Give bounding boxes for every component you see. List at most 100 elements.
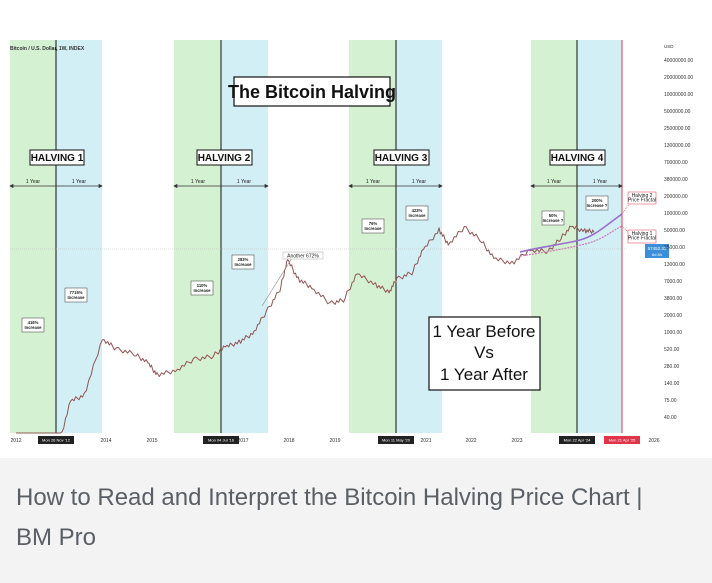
y-tick-label: 50000.00 <box>664 228 685 234</box>
x-marker-label: Mon 21 Apr '25 <box>609 438 637 443</box>
y-axis-unit: USD <box>664 44 674 49</box>
x-marker-label: Mon 26 Nov '12 <box>42 438 71 443</box>
y-tick-label: 3800.00 <box>664 296 682 302</box>
halving-3-label-group: HALVING 3 <box>373 149 430 166</box>
increase-callout: 283% Increase <box>231 254 255 270</box>
svg-text:416%Increase: 416% Increase <box>25 320 43 330</box>
x-tick-label: 2019 <box>329 438 340 444</box>
halving-1-before-band <box>10 40 56 433</box>
y-tick-label: 7000.00 <box>664 279 682 285</box>
y-tick-label: 13000.00 <box>664 262 685 268</box>
x-axis-halving-markers: Mon 26 Nov '12 Mon 04 Jul '16 Mon 11 May '… <box>38 436 640 444</box>
halving-2-label: HALVING 2 <box>198 153 251 164</box>
x-marker-label: Mon 04 Jul '16 <box>208 438 235 443</box>
x-axis-ticks: 2012 2014 2015 2017 2018 2019 2021 2022 2023 2026 <box>10 438 659 444</box>
comparison-line-3: 1 Year After <box>440 365 528 384</box>
h4-before-year: 1 Year <box>547 179 562 185</box>
svg-text:76%Increase: 76% Increase <box>365 221 383 231</box>
x-tick-label: 2023 <box>511 438 522 444</box>
y-tick-label: 75.00 <box>664 398 677 404</box>
chart-card: Bitcoin / U.S. Dollar, 1W, INDEX The Bit… <box>0 0 712 458</box>
x-tick-label: 2015 <box>146 438 157 444</box>
halving-2-label-group: HALVING 2 <box>196 149 253 166</box>
x-marker: Mon 11 May '20 <box>378 436 414 444</box>
y-tick-label: 700000.00 <box>664 160 688 166</box>
increase-callout: 423% Increase <box>405 205 429 221</box>
current-price-tag <box>645 244 669 258</box>
chart-caption: How to Read and Interpret the Bitcoin Ha… <box>16 484 643 551</box>
y-tick-label: 520.00 <box>664 347 680 353</box>
y-tick-label: 40000000.00 <box>664 58 693 64</box>
y-tick-label: 5000000.00 <box>664 109 691 115</box>
x-marker-label: Mon 22 Apr '24 <box>564 438 592 443</box>
fractal-1-label-group: Halving 1 Price Fractal <box>627 229 657 244</box>
svg-text:423%Increase: 423% Increase <box>409 208 427 218</box>
y-tick-label: 380000.00 <box>664 177 688 183</box>
svg-text:50%Increase ?: 50% Increase ? <box>543 213 564 223</box>
fractal-line-1 <box>519 225 623 257</box>
increase-callout: 416% Increase <box>21 317 45 333</box>
y-tick-label: 2000.00 <box>664 313 682 319</box>
h2-after-year: 1 Year <box>237 179 252 185</box>
symbol-label: Bitcoin / U.S. Dollar, 1W, INDEX <box>10 46 85 52</box>
fractal-2-label-group: Halving 2 Price Fractal <box>627 191 657 205</box>
price-series-line-shadow <box>16 225 595 434</box>
svg-text:283%Increase: 283% Increase <box>235 257 253 267</box>
increase-callout: 110% Increase <box>190 280 214 296</box>
y-tick-label: 1000.00 <box>664 330 682 336</box>
halving-1-after-band <box>56 40 102 433</box>
y-tick-label: 2500000.00 <box>664 126 691 132</box>
x-tick-label: 2017 <box>237 438 248 444</box>
x-tick-label: 2021 <box>420 438 431 444</box>
year-arrows <box>9 183 623 189</box>
y-tick-label: 280.00 <box>664 364 680 370</box>
svg-text:200%Increase ?: 200% Increase ? <box>587 198 608 208</box>
y-tick-label: 200000.00 <box>664 194 688 200</box>
h3-before-year: 1 Year <box>366 179 381 185</box>
comparison-line-1: 1 Year Before <box>432 322 535 341</box>
x-marker: Mon 26 Nov '12 <box>38 436 74 444</box>
increase-callout: 200% Increase ? <box>585 195 609 211</box>
x-tick-label: 2026 <box>648 438 659 444</box>
x-tick-label: 2012 <box>10 438 21 444</box>
x-marker-label: Mon 11 May '20 <box>382 438 411 443</box>
x-marker: Mon 21 Apr '25 <box>604 436 640 444</box>
comparison-line-2: Vs <box>474 343 494 362</box>
svg-text:110%Increase: 110% Increase <box>194 283 212 293</box>
increase-callout: 7715% Increase <box>64 287 88 303</box>
halving-3-label: HALVING 3 <box>375 153 428 164</box>
increase-callouts: 416% Increase 7715% Increase 110% Increase 283… <box>21 195 609 333</box>
y-tick-label: 10000000.00 <box>664 92 693 98</box>
h1-before-year: 1 Year <box>26 179 41 185</box>
x-tick-label: 2022 <box>465 438 476 444</box>
y-tick-label: 20000000.00 <box>664 75 693 81</box>
x-marker: Mon 22 Apr '24 <box>559 436 595 444</box>
h2-before-year: 1 Year <box>191 179 206 185</box>
h1-after-year: 1 Year <box>72 179 87 185</box>
another-increase-box <box>282 251 324 260</box>
y-tick-label: 140.00 <box>664 381 680 387</box>
increase-callout: 50% Increase ? <box>541 210 565 226</box>
y-axis-ticks: 40000000.00 20000000.00 10000000.00 5000000… <box>664 58 693 421</box>
halving-4-label: HALVING 4 <box>551 153 604 164</box>
fractal-line-2 <box>519 213 623 253</box>
halving-4-after-band <box>577 40 622 433</box>
current-price-sub: 6d 8h <box>652 252 662 257</box>
fractal-projection-down <box>621 225 633 237</box>
fractal-1-label: Halving 1 Price Fractal <box>628 231 656 242</box>
increase-callout: 76% Increase <box>361 218 385 234</box>
halving-4-label-group: HALVING 4 <box>549 149 606 166</box>
another-increase-arrow <box>261 257 293 307</box>
y-tick-label: 1300000.00 <box>664 143 691 149</box>
svg-text:7715%Increase: 7715% Increase <box>68 290 86 300</box>
y-tick-label: 100000.00 <box>664 211 688 217</box>
chart-title: The Bitcoin Halving <box>228 82 396 102</box>
halving-1-label: HALVING 1 <box>31 153 84 164</box>
x-tick-label: 2018 <box>283 438 294 444</box>
y-tick-label: 25000.00 <box>664 245 685 251</box>
current-price-value: 57452.39 <box>648 246 667 251</box>
y-tick-label: 40.00 <box>664 415 677 421</box>
fractal-2-label: Halving 2 Price Fractal <box>628 193 656 204</box>
h4-after-year: 1 Year <box>593 179 608 185</box>
h3-after-year: 1 Year <box>412 179 427 185</box>
